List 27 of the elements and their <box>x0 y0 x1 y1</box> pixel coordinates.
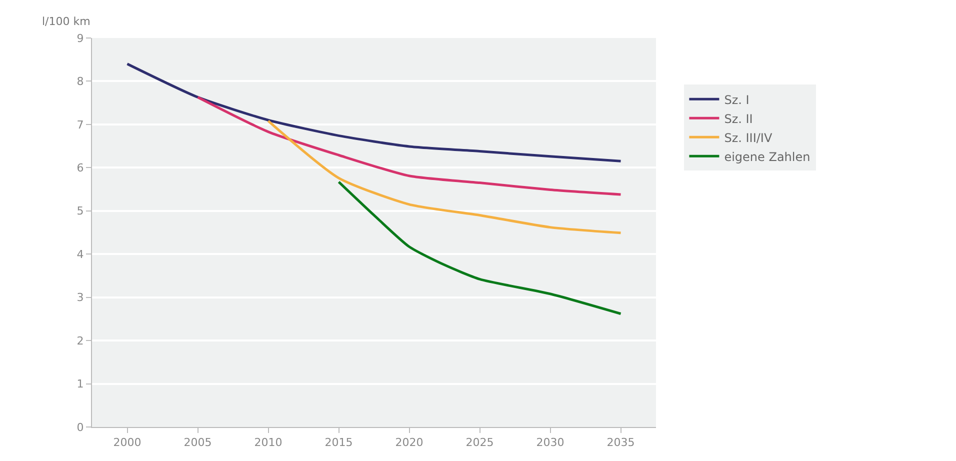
y-tick-label: 2 <box>76 334 84 348</box>
line-series <box>267 120 622 234</box>
y-tick-label: 9 <box>76 32 84 45</box>
x-tick-label: 2030 <box>536 436 564 450</box>
legend-label: eigene Zahlen <box>724 150 810 164</box>
x-tick-label: 2020 <box>395 436 424 450</box>
y-axis-title: l/100 km <box>42 15 90 28</box>
y-tick-label: 8 <box>76 75 84 88</box>
legend-label: Sz. III/IV <box>724 130 773 145</box>
line-series <box>338 180 622 316</box>
y-tick-label: 4 <box>76 248 84 261</box>
y-tick-label: 7 <box>76 118 84 132</box>
y-tick-label: 0 <box>76 420 84 434</box>
x-tick-label: 2000 <box>113 436 142 450</box>
x-tick-label: 2005 <box>184 436 212 450</box>
legend-label: Sz. II <box>724 112 753 126</box>
y-tick-label: 3 <box>76 291 84 304</box>
x-tick-label: 2015 <box>324 436 353 450</box>
x-tick-label: 2025 <box>466 436 494 450</box>
legend-label: Sz. I <box>724 92 750 107</box>
x-tick-label: 2010 <box>254 436 282 450</box>
x-tick-label: 2035 <box>606 436 635 450</box>
y-tick-label: 5 <box>76 204 84 218</box>
line-series <box>196 96 622 196</box>
line-series <box>126 62 622 162</box>
y-tick-label: 1 <box>76 378 84 391</box>
y-tick-label: 6 <box>76 162 84 175</box>
